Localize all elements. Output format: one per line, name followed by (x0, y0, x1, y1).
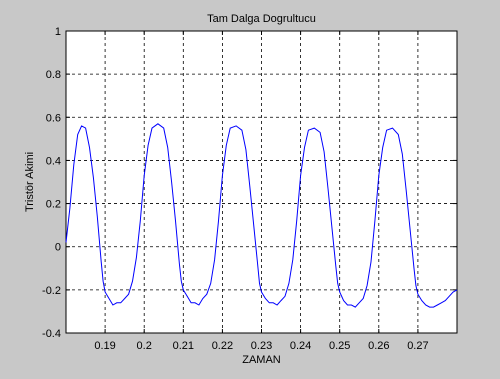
y-tick-label: 0.2 (46, 199, 61, 211)
chart-title: Tam Dalga Dogrultucu (207, 13, 316, 25)
x-tick-label: 0.22 (212, 340, 233, 352)
y-tick-label: 0.8 (46, 69, 61, 81)
y-tick-label: -0.2 (42, 285, 61, 297)
y-tick-label: -0.4 (42, 328, 61, 340)
x-axis-label: ZAMAN (242, 354, 281, 366)
y-axis-label: Tristör Akimi (24, 152, 36, 212)
y-tick-label: 0.6 (46, 112, 61, 124)
y-tick-label: 0.4 (46, 155, 61, 167)
x-tick-labels: 0.19 0.2 0.21 0.22 0.23 0.24 0.25 0.26 0.27 (94, 340, 428, 352)
y-tick-label: 0 (55, 242, 61, 254)
tick-marks (66, 30, 457, 334)
y-tick-label: 1 (55, 26, 61, 38)
x-tick-label: 0.25 (329, 340, 350, 352)
x-tick-label: 0.24 (290, 340, 311, 352)
x-tick-label: 0.23 (251, 340, 272, 352)
x-tick-label: 0.26 (368, 340, 389, 352)
series-layer (65, 123, 458, 308)
x-tick-label: 0.27 (407, 340, 428, 352)
grid-lines (66, 31, 457, 333)
x-tick-label: 0.19 (94, 340, 115, 352)
y-tick-labels: -0.4 -0.2 0 0.2 0.4 0.6 0.8 1 (42, 26, 61, 340)
x-tick-label: 0.21 (173, 340, 194, 352)
x-tick-label: 0.2 (137, 340, 152, 352)
series-line (65, 123, 458, 308)
